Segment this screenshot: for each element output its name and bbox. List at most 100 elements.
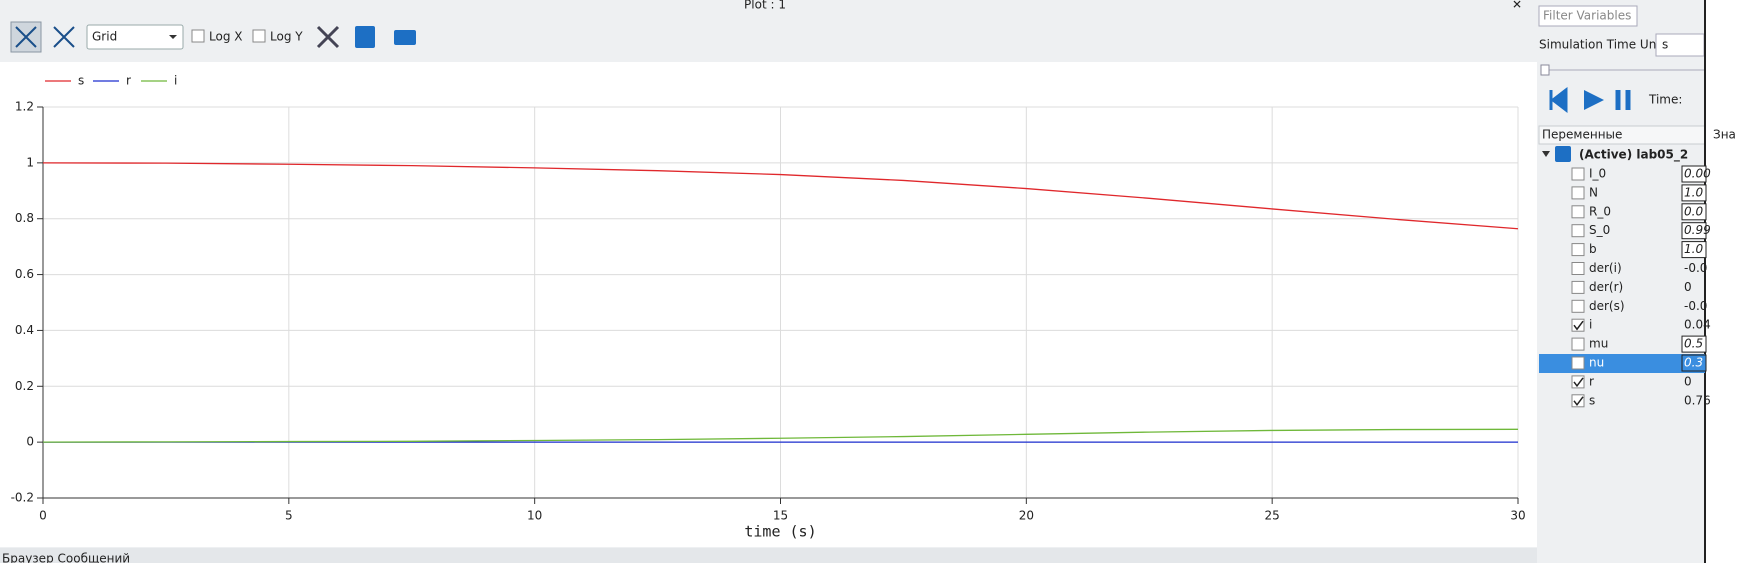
x-axis-label: time (s)	[744, 523, 816, 541]
x-tick-label: 5	[285, 509, 293, 523]
y-tick-label: -0.2	[11, 491, 34, 505]
save-button[interactable]	[355, 26, 375, 48]
variable-checkbox[interactable]	[1571, 375, 1585, 389]
value-box	[1681, 184, 1707, 202]
variable-name: i	[1589, 318, 1592, 332]
value-box	[1681, 335, 1707, 353]
pan-button[interactable]	[53, 26, 75, 48]
variable-checkbox[interactable]	[1571, 224, 1585, 238]
grid-combo[interactable]	[86, 24, 184, 50]
x-tick-label: 20	[1019, 509, 1034, 523]
legend-label: r	[126, 74, 131, 88]
variable-checkbox[interactable]	[1571, 262, 1585, 275]
variable-name: b	[1589, 242, 1597, 256]
x-tick-label: 0	[39, 509, 47, 523]
y-tick-label: 0.8	[15, 211, 34, 225]
y-tick-label: 1.2	[15, 100, 34, 114]
x-tick-label: 30	[1510, 509, 1525, 523]
variable-value: -0.0	[1684, 299, 1707, 313]
variable-name: r	[1589, 374, 1594, 388]
time-unit-label: Simulation Time Unit	[1539, 38, 1665, 52]
variable-checkbox[interactable]	[1571, 205, 1585, 219]
filter-input[interactable]	[1538, 5, 1638, 27]
variable-value: 0	[1684, 280, 1692, 294]
variable-name: S_0	[1589, 223, 1610, 237]
logx-label: Log X	[209, 30, 242, 44]
col-variables: Переменные	[1542, 128, 1622, 142]
slider-handle[interactable]	[1540, 64, 1550, 76]
variable-value: 0.76	[1684, 393, 1711, 407]
check-mark	[1573, 320, 1584, 331]
play-button[interactable]	[1584, 90, 1604, 110]
plot-canvas	[0, 62, 1537, 547]
pause-button[interactable]	[1615, 90, 1631, 110]
x-tick-label: 10	[527, 509, 542, 523]
variable-checkbox[interactable]	[1571, 167, 1585, 181]
close-button[interactable]: ✕	[1512, 0, 1522, 12]
variable-name: N	[1589, 185, 1598, 199]
time-label: Time:	[1648, 93, 1682, 107]
variable-checkbox[interactable]	[1571, 299, 1585, 313]
y-tick-label: 0	[26, 435, 34, 449]
check-mark	[1573, 377, 1584, 388]
variable-name: I_0	[1589, 167, 1606, 181]
y-tick-label: 0.6	[15, 267, 34, 281]
variable-name: der(r)	[1589, 280, 1623, 294]
variable-name: der(i)	[1589, 261, 1622, 275]
value-box	[1681, 222, 1707, 240]
variable-checkbox[interactable]	[1571, 394, 1585, 408]
tree-expander[interactable]	[1542, 151, 1550, 157]
y-tick-label: 0.4	[15, 323, 34, 337]
logy-checkbox[interactable]	[252, 29, 266, 43]
variable-checkbox[interactable]	[1571, 186, 1585, 200]
variable-value: 0	[1684, 374, 1692, 388]
variable-value: -0.0	[1684, 261, 1707, 275]
series-line	[42, 428, 1519, 443]
variable-name: R_0	[1589, 204, 1611, 218]
variable-checkbox[interactable]	[1571, 318, 1585, 332]
variable-value: 0.3	[1684, 356, 1703, 370]
variable-checkbox[interactable]	[1571, 243, 1585, 257]
row-highlight	[1539, 354, 1705, 373]
variable-value: 0.00	[1684, 167, 1711, 181]
window-title: Plot : 1	[744, 0, 786, 12]
variable-value: 0.5	[1684, 337, 1703, 351]
setup-button[interactable]	[316, 25, 340, 49]
variable-checkbox[interactable]	[1571, 356, 1585, 370]
variable-name: der(s)	[1589, 299, 1625, 313]
variable-value: 0.04	[1684, 318, 1711, 332]
fit-icon	[15, 26, 37, 48]
variable-checkbox[interactable]	[1571, 280, 1585, 294]
value-box	[1681, 203, 1707, 221]
variable-name: mu	[1589, 337, 1608, 351]
legend-label: s	[78, 74, 84, 88]
x-tick-label: 15	[773, 509, 788, 523]
value-box	[1681, 241, 1707, 259]
rewind-button[interactable]	[1549, 86, 1568, 114]
print-button[interactable]	[394, 30, 416, 45]
messages-title: Браузер Сообщений	[2, 552, 130, 563]
variable-value: 1.0	[1684, 242, 1703, 256]
y-tick-label: 0.2	[15, 379, 34, 393]
value-box	[1681, 354, 1707, 372]
variable-name: s	[1589, 393, 1595, 407]
y-tick-label: 1	[26, 155, 34, 169]
combo-arrow	[169, 35, 177, 39]
logy-label: Log Y	[270, 30, 303, 44]
variable-checkbox[interactable]	[1571, 337, 1585, 351]
variable-name: nu	[1589, 356, 1604, 370]
check-mark	[1573, 396, 1584, 407]
grid-combo-text: Grid	[92, 30, 117, 44]
model-icon	[1555, 146, 1571, 162]
legend-label: i	[174, 74, 177, 88]
value-box	[1681, 165, 1707, 183]
time-unit-value: s	[1662, 38, 1668, 52]
filter-placeholder: Filter Variables	[1543, 9, 1631, 23]
variable-value: 0.99	[1684, 223, 1711, 237]
logx-checkbox[interactable]	[191, 29, 205, 43]
model-name: (Active) lab05_2	[1579, 148, 1688, 163]
series-line	[42, 162, 1519, 230]
col-value: Зна	[1713, 128, 1736, 142]
